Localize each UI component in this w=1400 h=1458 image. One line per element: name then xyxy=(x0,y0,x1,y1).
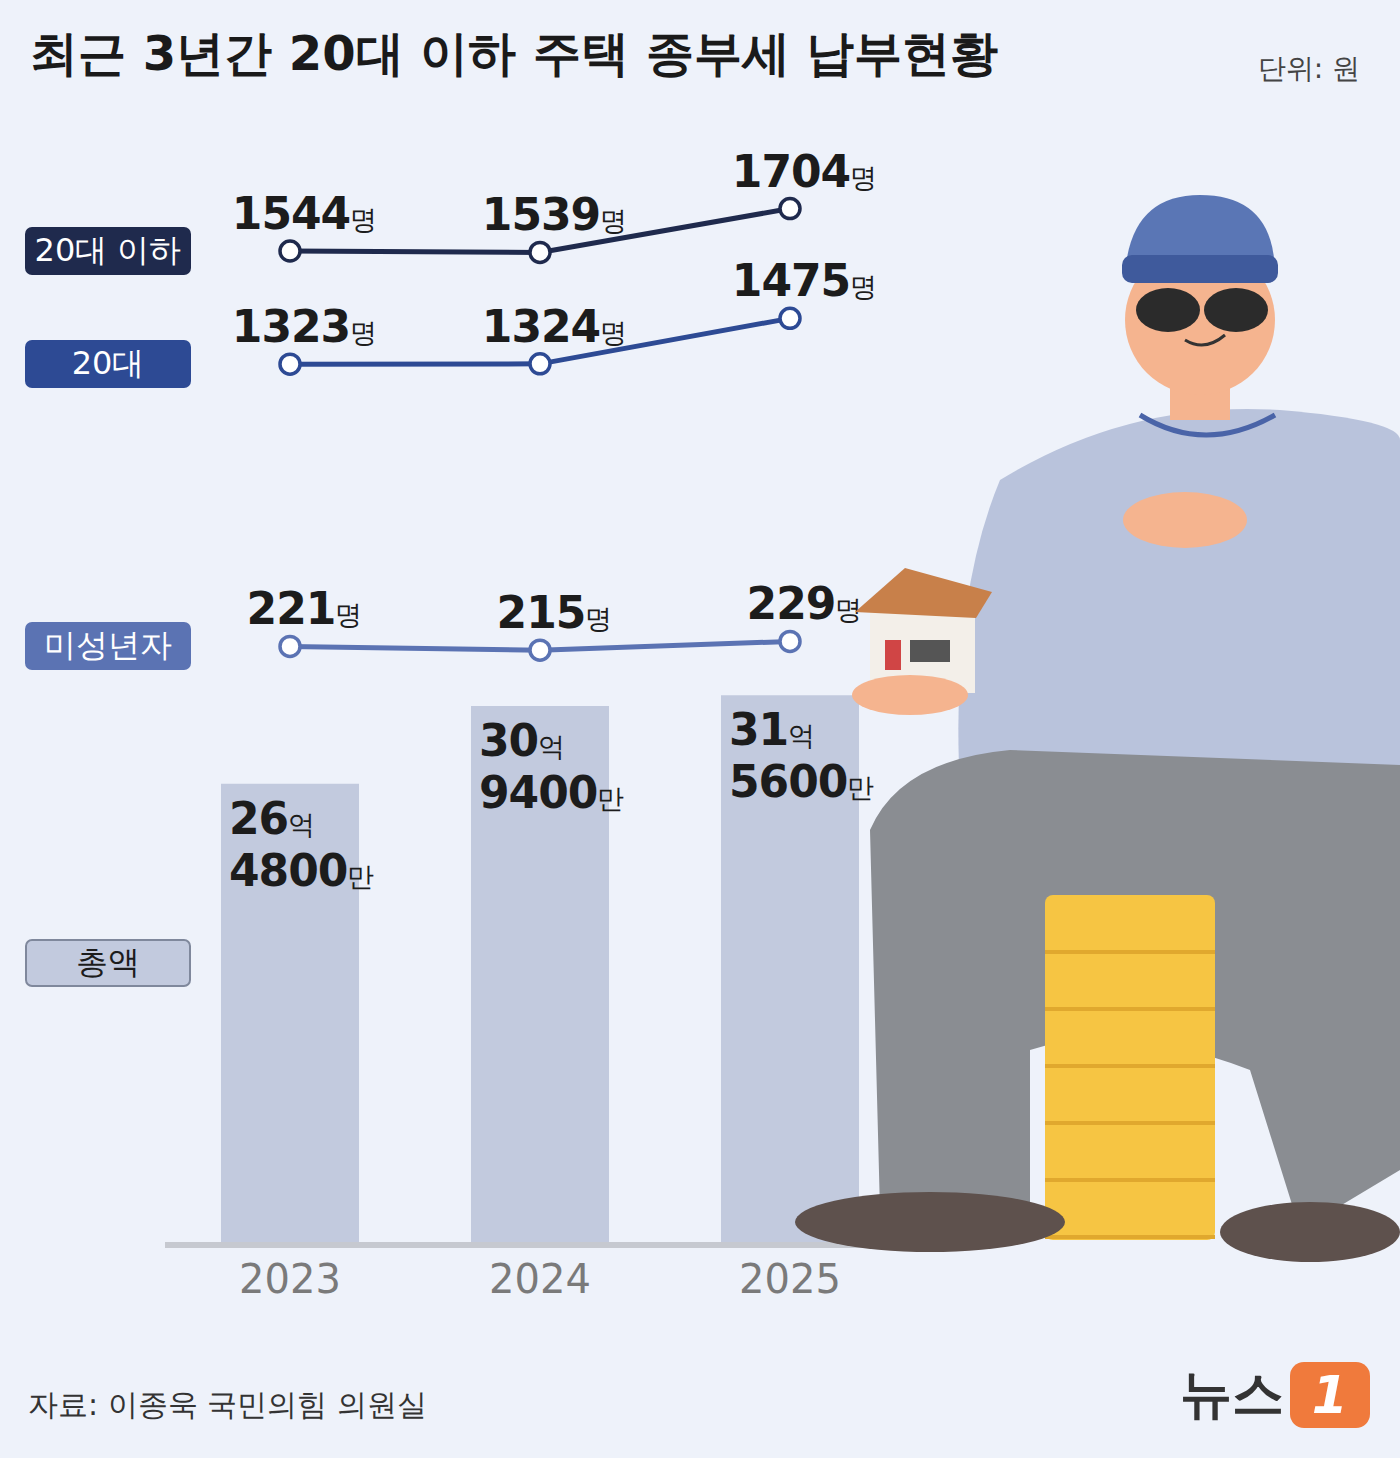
svg-text:1544명: 1544명 xyxy=(232,188,376,239)
html-text:1: 1 xyxy=(1311,1365,1348,1425)
svg-text:9400만: 9400만 xyxy=(479,767,624,818)
svg-text:229명: 229명 xyxy=(747,578,862,629)
svg-text:31억: 31억 xyxy=(729,704,814,755)
svg-text:5600만: 5600만 xyxy=(729,756,874,807)
svg-text:1323명: 1323명 xyxy=(232,301,376,352)
html-text:미성년자: 미성년자 xyxy=(44,626,172,665)
svg-text:30억: 30억 xyxy=(479,715,564,766)
svg-text:4800만: 4800만 xyxy=(229,845,374,896)
svg-text:2023: 2023 xyxy=(239,1256,341,1302)
svg-text:2024: 2024 xyxy=(489,1256,591,1302)
svg-text:1475명: 1475명 xyxy=(732,255,876,306)
svg-text:221명: 221명 xyxy=(247,583,362,634)
svg-text:26억: 26억 xyxy=(229,793,314,844)
svg-text:2025: 2025 xyxy=(739,1256,841,1302)
html-text:20대: 20대 xyxy=(71,344,145,383)
html-text:최근 3년간 20대 이하 주택 종부세 납부현황: 최근 3년간 20대 이하 주택 종부세 납부현황 xyxy=(30,25,999,81)
html-text:자료: 이종욱 국민의힘 의원실: 자료: 이종욱 국민의힘 의원실 xyxy=(28,1387,427,1422)
svg-text:215명: 215명 xyxy=(497,587,612,638)
html-text:단위: 원: 단위: 원 xyxy=(1257,52,1360,85)
html-text:총액: 총액 xyxy=(76,943,140,981)
html-text:20대 이하: 20대 이하 xyxy=(34,231,182,269)
svg-text:1704명: 1704명 xyxy=(732,146,876,197)
html-text:뉴스: 뉴스 xyxy=(1179,1364,1284,1424)
svg-text:1324명: 1324명 xyxy=(482,301,626,352)
svg-text:1539명: 1539명 xyxy=(482,189,626,240)
